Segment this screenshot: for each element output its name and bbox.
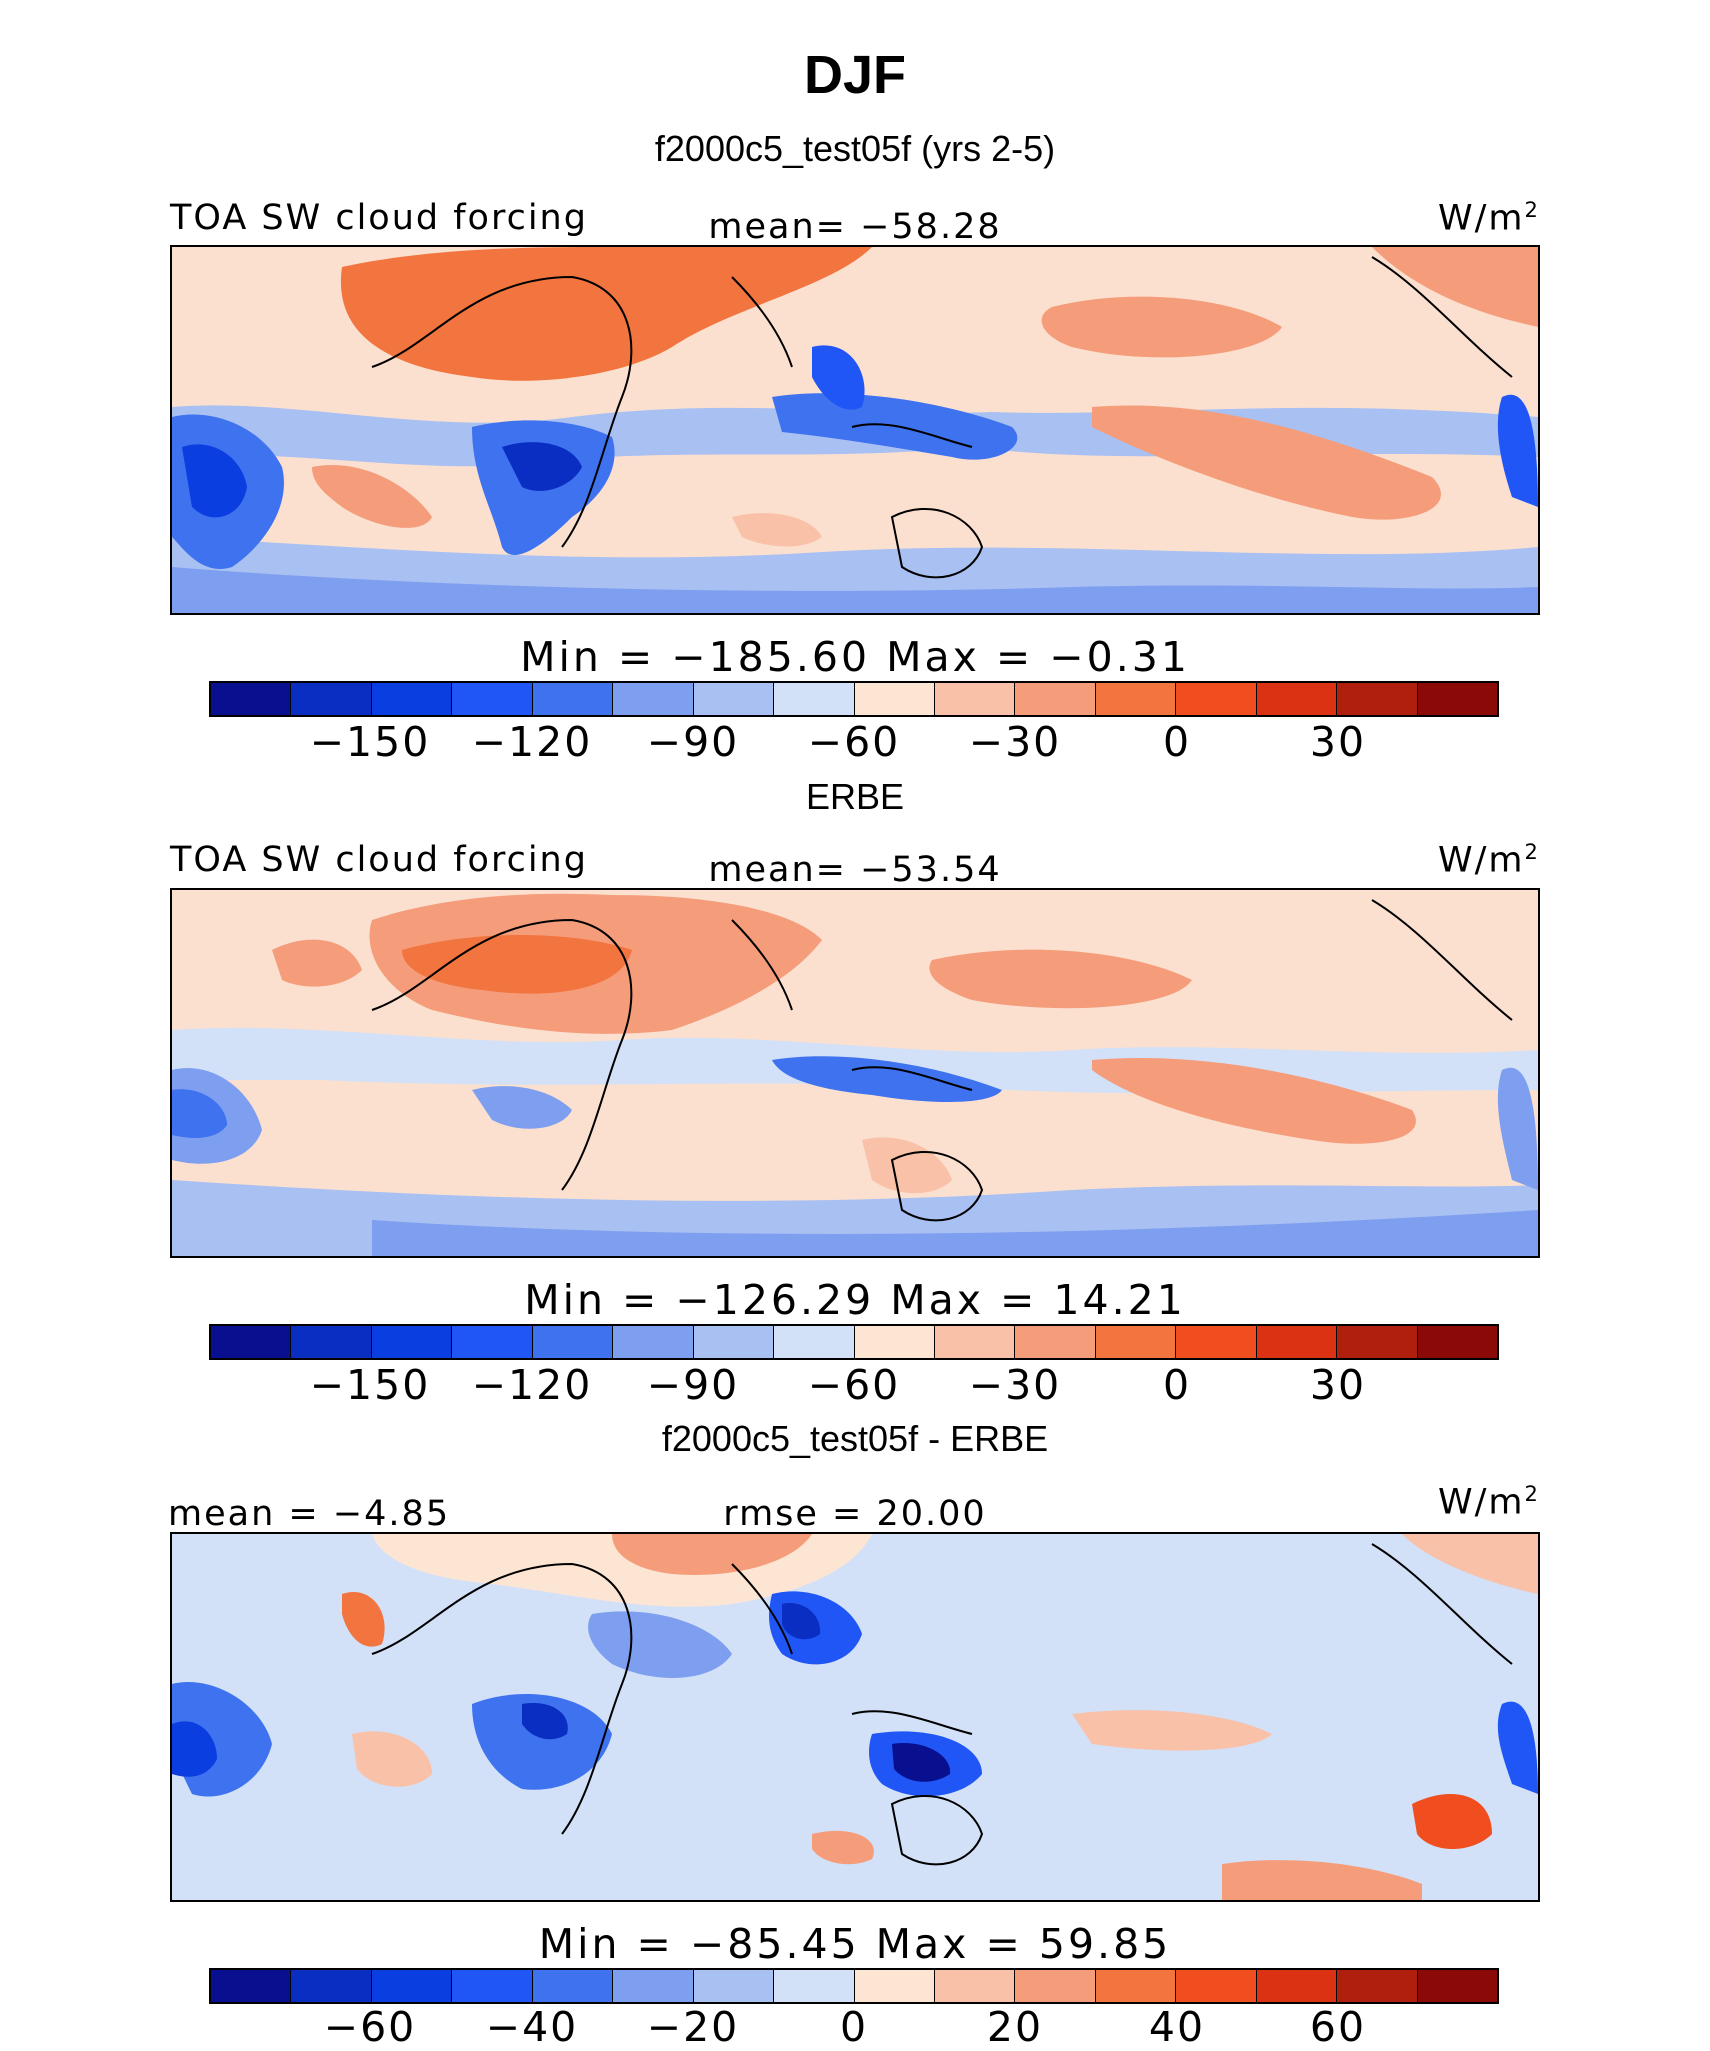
panel-1-tick: −30 (968, 718, 1062, 766)
panel-2-mean-label: mean= −53.54 (708, 850, 1002, 890)
panel-3-minmax: Min = −85.45 Max = 59.85 (538, 1920, 1172, 1968)
panel-3-tick: −20 (646, 2003, 740, 2051)
colorbar-swatch (532, 1326, 614, 1358)
panel-2-minmax: Min = −126.29 Max = 14.21 (524, 1276, 1186, 1324)
panel-2-tick: −60 (807, 1361, 901, 1409)
colorbar-swatch (613, 683, 694, 715)
colorbar-swatch (211, 1970, 292, 2002)
panel-3-colorbar (209, 1968, 1499, 2004)
colorbar-swatch (1337, 1326, 1418, 1358)
panel-2-units: W/m2 (1438, 840, 1540, 881)
colorbar-swatch (1176, 1970, 1257, 2002)
panel-2-tick: −120 (471, 1361, 593, 1409)
panel-3-map (170, 1532, 1540, 1902)
panel-2-header: ERBE (805, 776, 905, 817)
panel-3-header: f2000c5_test05f - ERBE (661, 1418, 1049, 1459)
panel-1-tick: 0 (1162, 718, 1192, 766)
colorbar-swatch (211, 683, 292, 715)
colorbar-swatch (371, 1326, 453, 1358)
panel-1-mean-label: mean= −58.28 (708, 207, 1002, 247)
colorbar-swatch (532, 683, 614, 715)
colorbar-swatch (1176, 1326, 1257, 1358)
colorbar-swatch (1095, 683, 1177, 715)
panel-3-tick: −40 (485, 2003, 579, 2051)
colorbar-swatch (1256, 1326, 1338, 1358)
colorbar-swatch (1256, 1970, 1338, 2002)
colorbar-swatch (693, 1970, 775, 2002)
colorbar-swatch (613, 1970, 694, 2002)
colorbar-swatch (854, 683, 935, 715)
figure-title: DJF (803, 45, 907, 105)
panel-1-tick: −90 (646, 718, 740, 766)
colorbar-swatch (613, 1326, 694, 1358)
colorbar-swatch (1176, 683, 1257, 715)
colorbar-swatch (1337, 683, 1418, 715)
panel-3-tick: −60 (323, 2003, 417, 2051)
colorbar-swatch (452, 683, 533, 715)
colorbar-swatch (1015, 1326, 1096, 1358)
panel-2-colorbar (209, 1324, 1499, 1360)
panel-1-tick: −60 (807, 718, 901, 766)
colorbar-swatch (1417, 1970, 1497, 2002)
panel-1-variable-label: TOA SW cloud forcing (170, 198, 588, 238)
panel-1-tick: −150 (309, 718, 431, 766)
panel-3-tick: 60 (1309, 2003, 1367, 2051)
panel-2-map (170, 888, 1540, 1258)
colorbar-swatch (291, 1970, 372, 2002)
colorbar-swatch (774, 683, 855, 715)
colorbar-swatch (934, 1970, 1016, 2002)
colorbar-swatch (1417, 1326, 1497, 1358)
panel-1-minmax: Min = −185.60 Max = −0.31 (520, 633, 1190, 681)
colorbar-swatch (693, 683, 775, 715)
panel-2-tick: −90 (646, 1361, 740, 1409)
panel-3-mean-label: mean = −4.85 (168, 1494, 451, 1534)
panel-1-units: W/m2 (1438, 198, 1540, 239)
colorbar-swatch (452, 1326, 533, 1358)
panel-1-header: f2000c5_test05f (yrs 2-5) (654, 128, 1056, 169)
colorbar-swatch (693, 1326, 775, 1358)
colorbar-swatch (371, 1970, 453, 2002)
sw-cloud-forcing-observed-map-icon (172, 890, 1538, 1256)
panel-1-map (170, 245, 1540, 615)
panel-3-tick: 20 (986, 2003, 1044, 2051)
panel-3-tick: 0 (839, 2003, 869, 2051)
colorbar-swatch (1256, 683, 1338, 715)
panel-2-variable-label: TOA SW cloud forcing (170, 840, 588, 880)
panel-2-tick: 30 (1309, 1361, 1367, 1409)
colorbar-swatch (1417, 683, 1497, 715)
panel-3-tick: 40 (1148, 2003, 1206, 2051)
panel-2-tick: −30 (968, 1361, 1062, 1409)
panel-1-colorbar (209, 681, 1499, 717)
colorbar-swatch (1015, 683, 1096, 715)
colorbar-swatch (371, 683, 453, 715)
sw-cloud-forcing-difference-map-icon (172, 1534, 1538, 1900)
colorbar-swatch (211, 1326, 292, 1358)
colorbar-swatch (1095, 1326, 1177, 1358)
colorbar-swatch (774, 1326, 855, 1358)
colorbar-swatch (774, 1970, 855, 2002)
panel-2-tick: −150 (309, 1361, 431, 1409)
panel-1-tick: −120 (471, 718, 593, 766)
colorbar-swatch (291, 1326, 372, 1358)
colorbar-swatch (452, 1970, 533, 2002)
colorbar-swatch (1015, 1970, 1096, 2002)
colorbar-swatch (291, 683, 372, 715)
colorbar-swatch (934, 683, 1016, 715)
panel-3-units: W/m2 (1438, 1482, 1540, 1523)
sw-cloud-forcing-model-map-icon (172, 247, 1538, 613)
colorbar-swatch (1337, 1970, 1418, 2002)
colorbar-swatch (1095, 1970, 1177, 2002)
colorbar-swatch (532, 1970, 614, 2002)
colorbar-swatch (854, 1970, 935, 2002)
panel-1-tick: 30 (1309, 718, 1367, 766)
panel-2-tick: 0 (1162, 1361, 1192, 1409)
panel-3-rmse-label: rmse = 20.00 (723, 1494, 987, 1534)
colorbar-swatch (854, 1326, 935, 1358)
colorbar-swatch (934, 1326, 1016, 1358)
